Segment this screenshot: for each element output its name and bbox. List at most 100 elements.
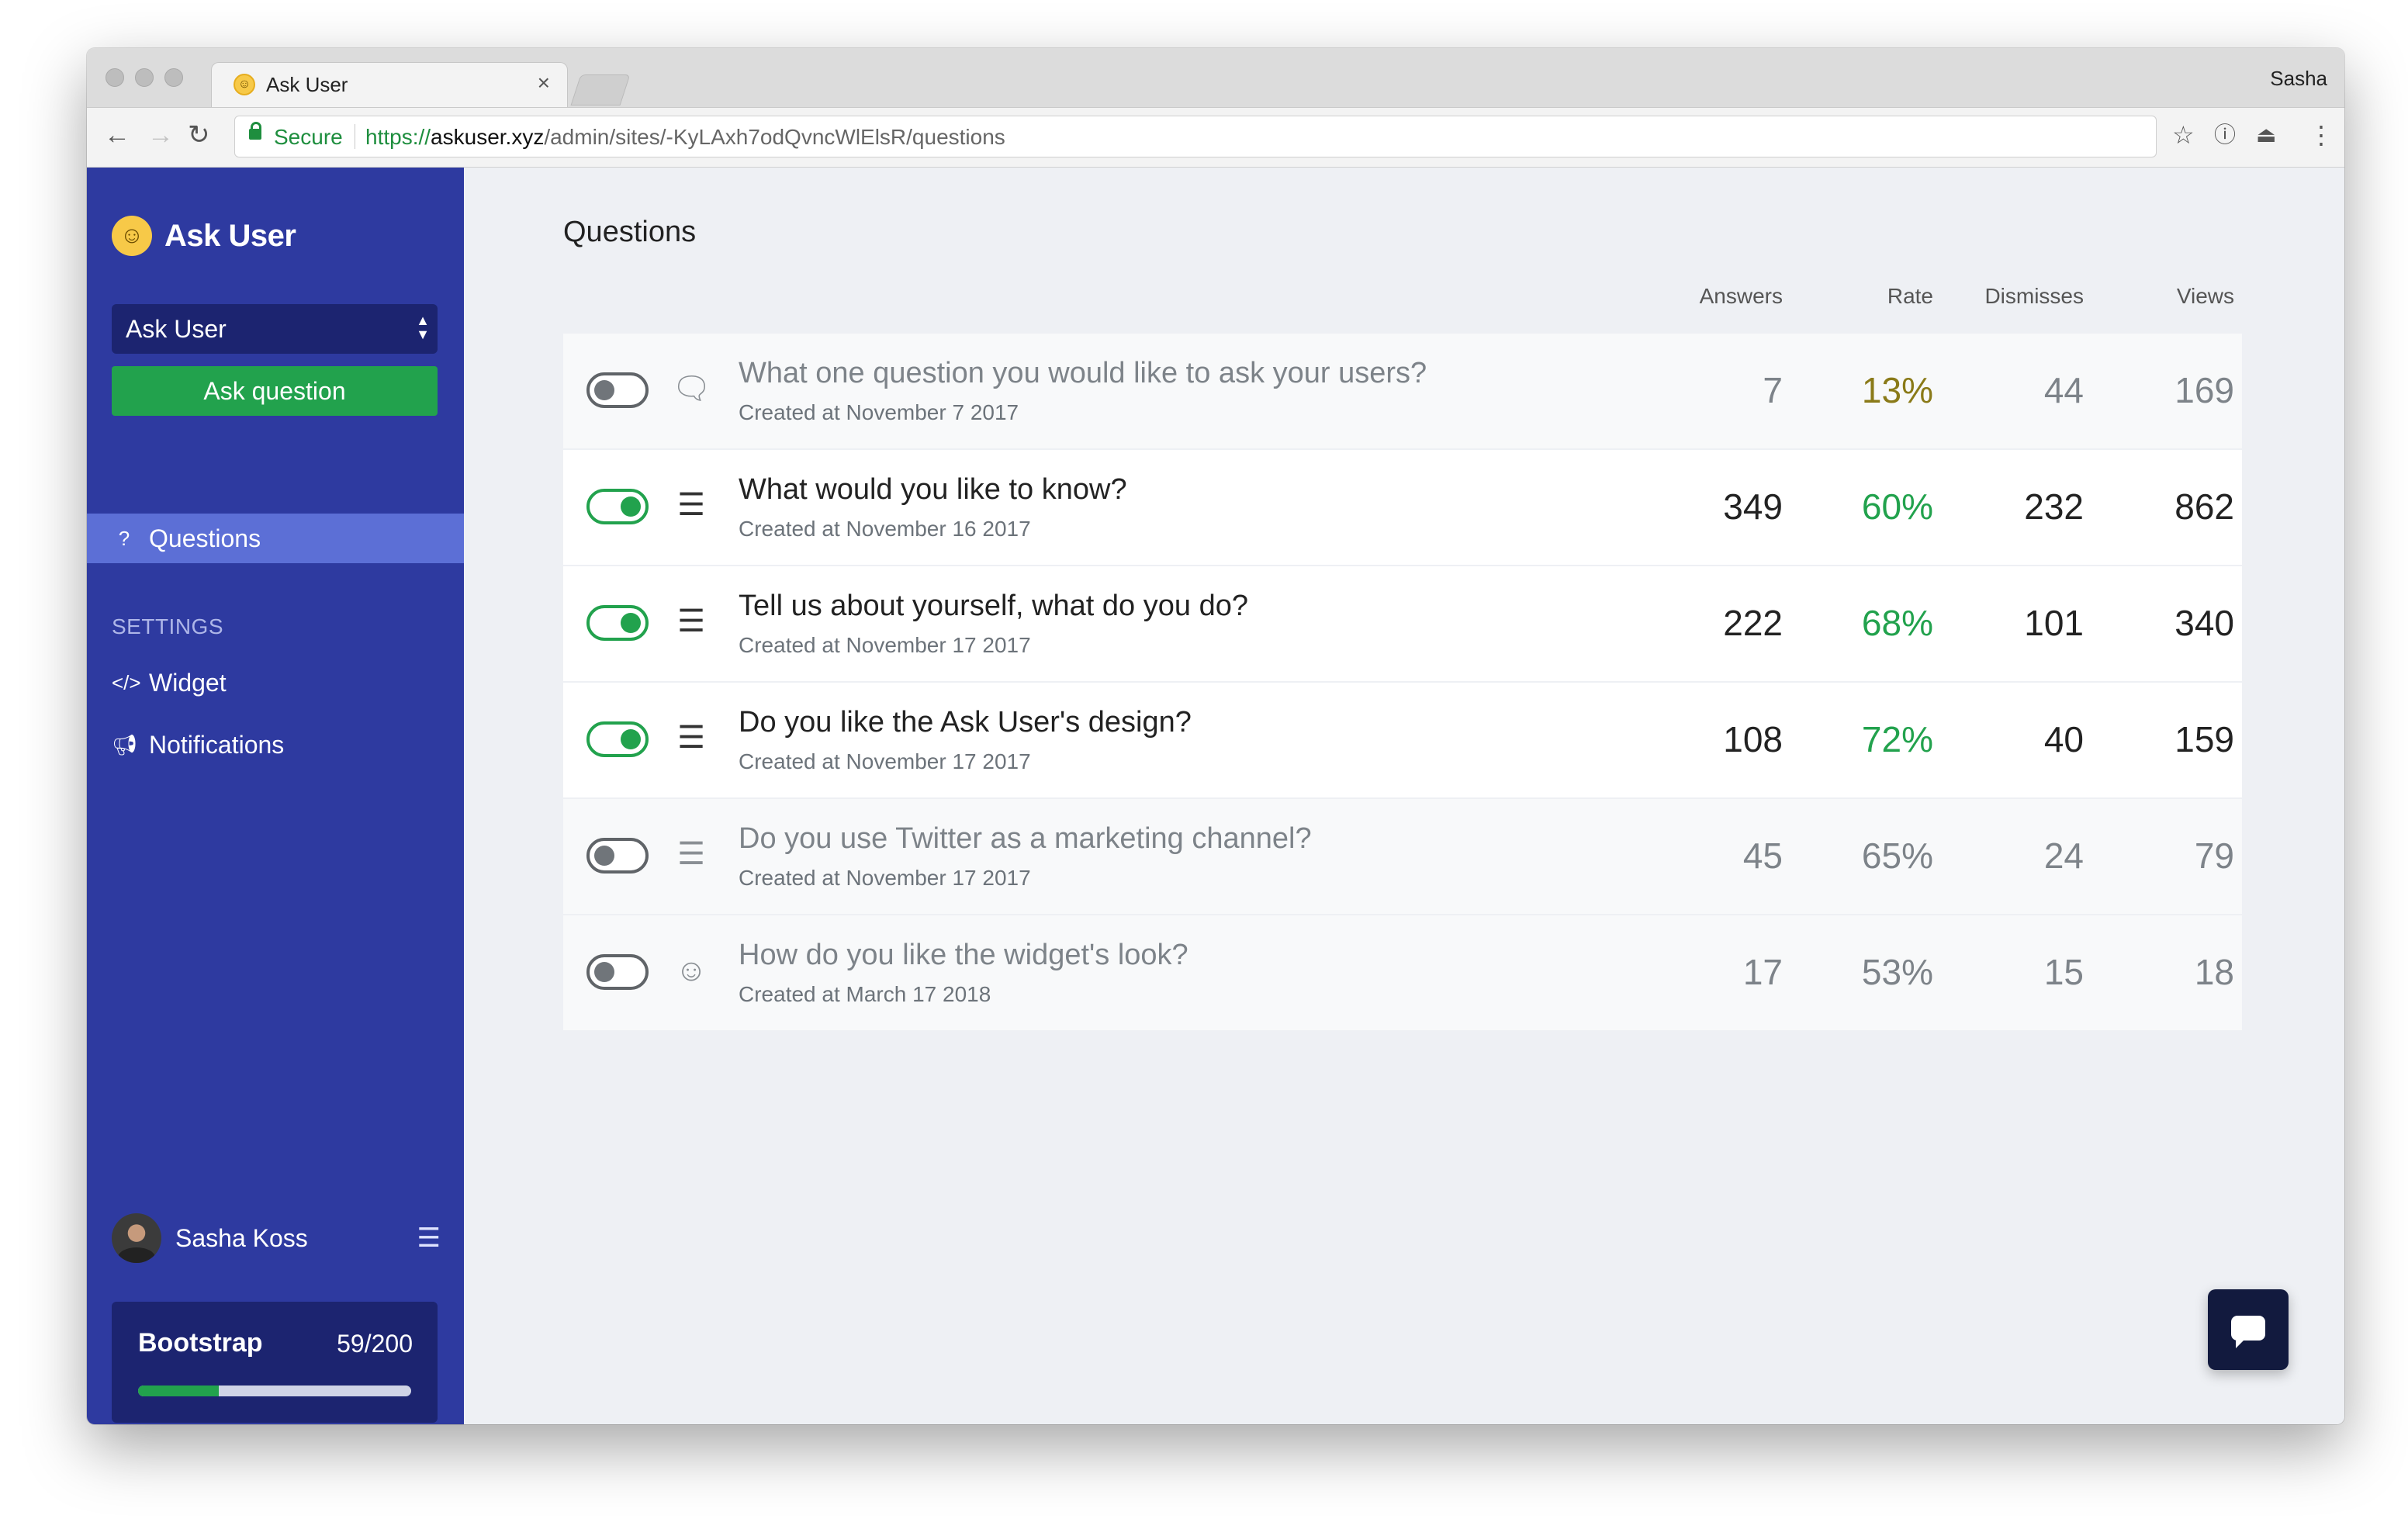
- close-tab-icon[interactable]: ×: [537, 71, 550, 95]
- answers-count: 17: [1742, 952, 1783, 992]
- question-created-date: Created at November 7 2017: [739, 400, 1019, 424]
- column-header-rate: Rate: [1887, 284, 1933, 308]
- close-window-button[interactable]: [106, 68, 124, 87]
- toggle-knob: [621, 613, 641, 633]
- avatar: [112, 1213, 161, 1263]
- minimize-window-button[interactable]: [135, 68, 154, 87]
- question-toggle[interactable]: [586, 489, 649, 524]
- url-path: /admin/sites/-KyLAxh7odQvncWlElsR/questi…: [544, 125, 1005, 149]
- plan-name: Bootstrap: [138, 1328, 263, 1358]
- forward-arrow-icon[interactable]: →: [147, 120, 174, 150]
- settings-heading: SETTINGS: [112, 614, 224, 638]
- dismisses-count: 44: [2043, 370, 2084, 410]
- plan-usage: 59/200: [337, 1330, 413, 1358]
- toggle-knob: [594, 846, 614, 866]
- ask-question-button[interactable]: Ask question: [112, 366, 438, 416]
- dismisses-count: 101: [2024, 603, 2084, 643]
- table-row[interactable]: ☰ Do you like the Ask User's design? Creat…: [563, 683, 2242, 799]
- brand-name: Ask User: [164, 218, 296, 253]
- maximize-window-button[interactable]: [164, 68, 183, 87]
- question-toggle[interactable]: [586, 605, 649, 641]
- rate-value: 72%: [1861, 719, 1933, 759]
- toggle-knob: [594, 380, 614, 400]
- sidebar-item-questions[interactable]: ? Questions: [87, 514, 464, 563]
- column-header-views: Views: [2176, 284, 2234, 308]
- question-title[interactable]: Tell us about yourself, what do you do?: [739, 590, 1248, 622]
- more-menu-icon[interactable]: ⋮: [2309, 121, 2334, 149]
- dismisses-count: 232: [2024, 486, 2084, 527]
- smiley-icon: ☺: [675, 953, 708, 988]
- back-arrow-icon[interactable]: ←: [104, 120, 130, 150]
- sidebar-item-notifications[interactable]: 📢︎ Notifications: [87, 720, 464, 770]
- views-count: 18: [2194, 952, 2234, 992]
- lock-icon: [249, 122, 261, 140]
- browser-tab[interactable]: ☺ Ask User ×: [211, 62, 568, 107]
- speech-bubble-icon: 🗨︎: [672, 372, 711, 406]
- answers-count: 45: [1742, 835, 1783, 876]
- sidebar-item-label: Widget: [149, 668, 227, 697]
- questions-table: 🗨︎ What one question you would like to as…: [563, 334, 2242, 1032]
- plan-progress-fill: [138, 1386, 219, 1396]
- answers-count: 7: [1763, 370, 1783, 410]
- question-title[interactable]: Do you use Twitter as a marketing channe…: [739, 822, 1312, 855]
- secure-label: Secure: [274, 125, 343, 149]
- sidebar-item-label: Questions: [149, 524, 261, 552]
- answers-count: 108: [1723, 719, 1783, 759]
- new-tab-button[interactable]: [570, 74, 631, 106]
- list-icon: ☰: [677, 721, 705, 755]
- table-row[interactable]: ☰ Tell us about yourself, what do you do?…: [563, 566, 2242, 683]
- answers-count: 222: [1723, 603, 1783, 643]
- views-count: 169: [2174, 370, 2234, 410]
- rate-value: 53%: [1861, 952, 1933, 992]
- browser-toolbar: ← → ↻ Secure https://askuser.xyz/admin/s…: [87, 108, 2344, 168]
- dismisses-count: 40: [2043, 719, 2084, 759]
- question-created-date: Created at November 17 2017: [739, 866, 1031, 890]
- answers-count: 349: [1723, 486, 1783, 527]
- bookmark-star-icon[interactable]: ☆: [2172, 121, 2195, 149]
- hamburger-menu-icon[interactable]: ☰: [417, 1223, 441, 1253]
- toggle-knob: [621, 729, 641, 749]
- views-count: 340: [2174, 603, 2234, 643]
- question-toggle[interactable]: [586, 372, 649, 408]
- browser-window: ☺ Ask User × Sasha ← → ↻ Secure https://…: [87, 48, 2344, 1424]
- views-count: 862: [2174, 486, 2234, 527]
- site-select[interactable]: Ask User ▲ ▼: [112, 304, 438, 354]
- url-text[interactable]: https://askuser.xyz/admin/sites/-KyLAxh7…: [365, 125, 1005, 150]
- table-row[interactable]: ☰ Do you use Twitter as a marketing chann…: [563, 799, 2242, 915]
- url-host: askuser.xyz: [431, 125, 545, 149]
- rate-value: 13%: [1861, 370, 1933, 410]
- table-row[interactable]: ☰ What would you like to know? Created at …: [563, 450, 2242, 566]
- plan-card[interactable]: Bootstrap 59/200: [112, 1302, 438, 1423]
- code-icon: </>: [112, 670, 141, 694]
- question-toggle[interactable]: [586, 721, 649, 757]
- extension-icon[interactable]: ⏏: [2256, 123, 2277, 147]
- question-title[interactable]: What would you like to know?: [739, 473, 1127, 506]
- user-row[interactable]: Sasha Koss ☰: [112, 1212, 441, 1264]
- question-icon: ?: [118, 526, 130, 550]
- table-row[interactable]: 🗨︎ What one question you would like to as…: [563, 334, 2242, 450]
- profile-name[interactable]: Sasha: [2270, 67, 2327, 90]
- chat-widget-button[interactable]: [2208, 1289, 2289, 1370]
- question-title[interactable]: How do you like the widget's look?: [739, 939, 1188, 971]
- question-title[interactable]: Do you like the Ask User's design?: [739, 706, 1192, 739]
- question-toggle[interactable]: [586, 954, 649, 990]
- list-icon: ☰: [677, 488, 705, 522]
- brand[interactable]: ☺ Ask User: [112, 214, 296, 258]
- address-bar[interactable]: Secure https://askuser.xyz/admin/sites/-…: [234, 116, 2157, 157]
- question-created-date: Created at November 16 2017: [739, 517, 1031, 541]
- tab-title: Ask User: [266, 73, 348, 96]
- question-title[interactable]: What one question you would like to ask …: [739, 357, 1427, 389]
- toggle-knob: [621, 496, 641, 517]
- main-content: Questions Answers Rate Dismisses Views 🗨…: [464, 168, 2344, 1424]
- question-toggle[interactable]: [586, 838, 649, 874]
- sidebar-item-widget[interactable]: </> Widget: [87, 658, 464, 707]
- plan-progress-bar: [138, 1386, 411, 1396]
- table-row[interactable]: ☺ How do you like the widget's look? Creat…: [563, 915, 2242, 1032]
- sidebar: ☺ Ask User Ask User ▲ ▼ Ask question ? Qu…: [87, 168, 464, 1424]
- info-circle-icon[interactable]: ⓘ: [2214, 123, 2237, 147]
- reload-icon[interactable]: ↻: [188, 120, 210, 150]
- views-count: 159: [2174, 719, 2234, 759]
- rate-value: 65%: [1861, 835, 1933, 876]
- smiley-logo-icon: ☺: [112, 216, 152, 256]
- column-header-answers: Answers: [1699, 284, 1783, 308]
